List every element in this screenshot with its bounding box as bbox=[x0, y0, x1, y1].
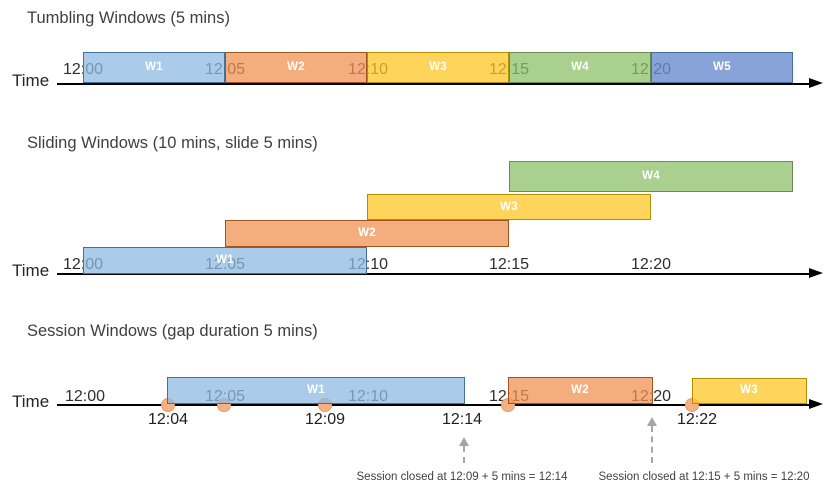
sliding-window-w4-label: W4 bbox=[642, 170, 660, 182]
tumbling-window-w4-label: W4 bbox=[571, 61, 589, 73]
tumbling-window-w4 bbox=[509, 52, 651, 83]
tumbling-window-w5 bbox=[651, 52, 793, 83]
tumbling-window-w3 bbox=[367, 52, 509, 83]
session-tick-1200: 12:00 bbox=[64, 388, 106, 405]
sliding-window-w4 bbox=[509, 161, 793, 192]
tumbling-time-axis bbox=[57, 83, 810, 85]
session-window-w3 bbox=[692, 378, 807, 404]
session-section-title: Session Windows (gap duration 5 mins) bbox=[27, 322, 318, 340]
tumbling-window-w1 bbox=[83, 52, 225, 83]
session-window-w3-label: W3 bbox=[740, 384, 758, 396]
sliding-window-w3 bbox=[367, 194, 651, 220]
session-sublabel-1222: 12:22 bbox=[676, 411, 718, 428]
tumbling-window-w2-label: W2 bbox=[287, 61, 305, 73]
tumbling-window-w3-label: W3 bbox=[429, 61, 447, 73]
session-close-arrow-1-line bbox=[463, 446, 465, 463]
session-window-w2 bbox=[508, 377, 653, 404]
sliding-section-title: Sliding Windows (10 mins, slide 5 mins) bbox=[27, 134, 318, 152]
session-annotation-1: Session closed at 12:09 + 5 mins = 12:14 bbox=[356, 471, 568, 483]
session-close-arrow-1-icon bbox=[459, 437, 469, 446]
session-axis-arrowhead-icon bbox=[809, 399, 823, 409]
session-close-arrow-2-line bbox=[651, 426, 653, 463]
tumbling-axis-arrowhead-icon bbox=[809, 78, 823, 88]
tumbling-section-title: Tumbling Windows (5 mins) bbox=[27, 9, 230, 27]
session-sublabel-1214: 12:14 bbox=[441, 411, 483, 428]
tumbling-window-w1-label: W1 bbox=[145, 61, 163, 73]
sliding-window-w3-label: W3 bbox=[500, 201, 518, 213]
session-sublabel-1204: 12:04 bbox=[147, 411, 189, 428]
session-annotation-2: Session closed at 12:15 + 5 mins = 12:20 bbox=[598, 471, 810, 483]
tumbling-window-w5-label: W5 bbox=[713, 61, 731, 73]
session-time-axis bbox=[57, 404, 810, 406]
tumbling-axis-label: Time bbox=[12, 71, 50, 90]
session-window-w1-label: W1 bbox=[307, 384, 325, 396]
session-close-arrow-2-icon bbox=[647, 417, 657, 426]
sliding-axis-label: Time bbox=[12, 261, 50, 280]
sliding-window-w1-label: W1 bbox=[216, 254, 234, 266]
sliding-tick-1220: 12:20 bbox=[630, 256, 672, 273]
tumbling-window-w2 bbox=[225, 52, 367, 83]
sliding-axis-arrowhead-icon bbox=[809, 268, 823, 278]
sliding-window-w1 bbox=[83, 247, 367, 274]
sliding-time-axis bbox=[57, 273, 810, 275]
sliding-window-w2 bbox=[225, 220, 509, 247]
sliding-tick-1215: 12:15 bbox=[488, 256, 530, 273]
session-window-w1 bbox=[167, 377, 465, 404]
session-sublabel-1209: 12:09 bbox=[304, 411, 346, 428]
sliding-window-w2-label: W2 bbox=[358, 227, 376, 239]
session-window-w2-label: W2 bbox=[571, 384, 589, 396]
session-axis-label: Time bbox=[12, 392, 50, 411]
